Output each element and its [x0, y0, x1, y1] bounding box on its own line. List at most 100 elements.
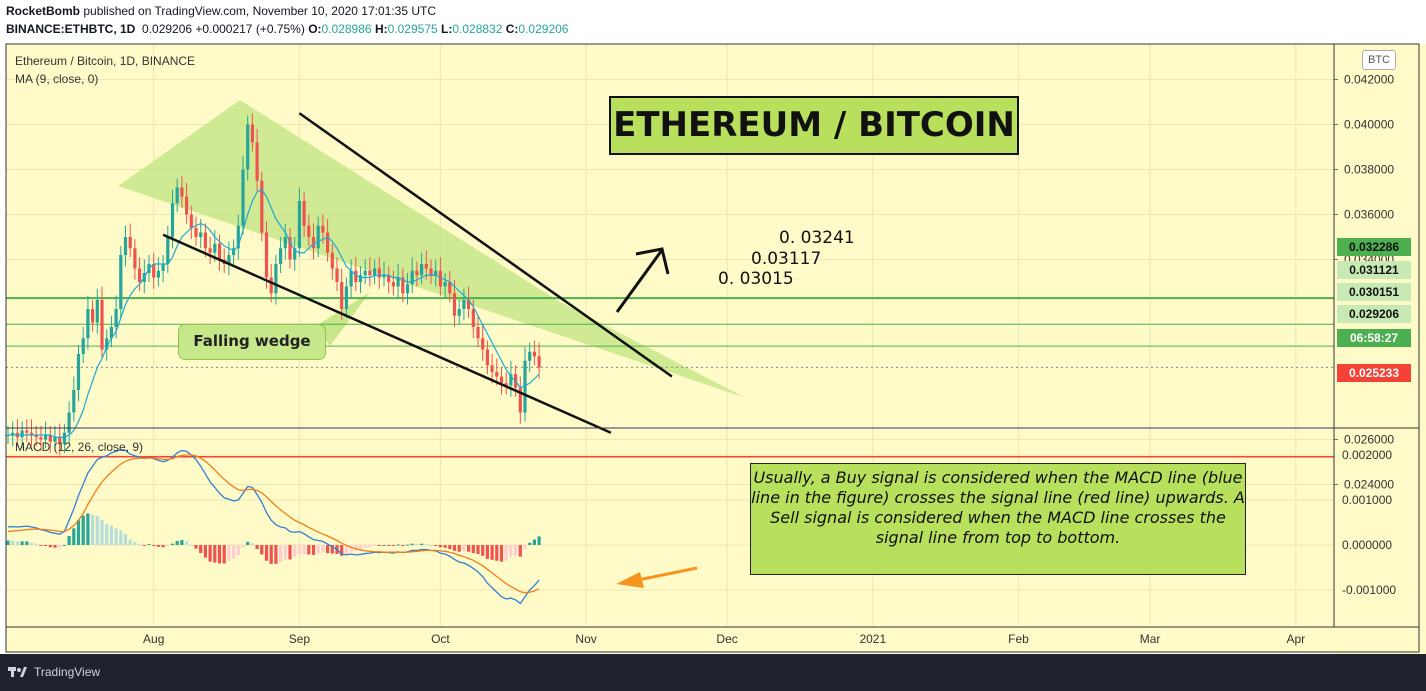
macd-histogram-bar	[217, 545, 222, 564]
macd-histogram-bar	[363, 545, 367, 548]
candle-body	[509, 374, 513, 386]
wedge-lower-trendline	[162, 233, 612, 434]
price-tag-support: 0.025233	[1337, 364, 1411, 382]
macd-histogram-bar	[434, 545, 438, 546]
publisher-name[interactable]: RocketBomb	[6, 4, 81, 18]
candle-body	[448, 282, 452, 294]
candle-body	[485, 349, 489, 366]
candle-body	[100, 300, 104, 350]
macd-histogram-bar	[279, 545, 283, 563]
candle-body	[326, 232, 330, 253]
macd-histogram-bar	[509, 545, 513, 557]
candle-body	[354, 270, 358, 282]
macd-histogram-bar	[537, 536, 541, 545]
macd-histogram-bar	[81, 515, 85, 545]
macd-histogram-bar	[495, 545, 499, 561]
price-change: +0.000217 (+0.75%)	[195, 22, 305, 36]
candle-body	[20, 430, 24, 438]
candle-body	[199, 232, 203, 237]
candle-body	[11, 432, 15, 435]
macd-histogram-bar	[105, 524, 109, 545]
candle-body	[495, 372, 499, 377]
level-label-1: 0. 03241	[779, 228, 855, 248]
footer-brand[interactable]: TradingView	[34, 665, 101, 679]
price-axis-label: 0.040000	[1344, 118, 1394, 132]
candle-body	[58, 437, 62, 444]
macd-histogram-bar	[349, 545, 353, 552]
candle-body	[170, 203, 175, 237]
macd-histogram-bar	[147, 544, 151, 546]
candle-body	[363, 270, 367, 276]
ohlc-line: BINANCE:ETHBTC, 1D 0.029206 +0.000217 (+…	[6, 22, 568, 36]
candle-body	[358, 275, 363, 282]
macd-histogram-bar	[15, 541, 19, 545]
macd-indicator-label[interactable]: MACD (12, 26, close, 9)	[15, 440, 144, 454]
candle-body	[443, 282, 447, 287]
macd-histogram-bar	[119, 530, 123, 545]
level-label-3: 0. 03015	[718, 269, 794, 289]
low-label: L:	[441, 22, 453, 36]
candle-body	[452, 293, 457, 316]
macd-histogram-bar	[283, 545, 287, 560]
macd-histogram-bar	[232, 545, 236, 559]
macd-histogram-bar	[415, 544, 419, 546]
candle-body	[490, 365, 494, 372]
time-axis-label: Aug	[143, 632, 164, 646]
candle-body	[62, 432, 66, 444]
candle-body	[518, 387, 522, 413]
macd-histogram-bar	[269, 545, 273, 564]
candle-body	[311, 237, 316, 249]
macd-histogram-bar	[142, 545, 146, 546]
macd-histogram-bar	[25, 541, 29, 545]
macd-histogram-bar	[499, 545, 504, 562]
candle-body	[467, 300, 471, 309]
macd-histogram-bar	[438, 545, 442, 548]
macd-histogram-bar	[302, 545, 306, 554]
macd-histogram-bar	[138, 544, 142, 546]
macd-histogram-bar	[180, 540, 184, 545]
candle-body	[241, 169, 245, 226]
macd-histogram-bar	[424, 544, 428, 546]
macd-histogram-bar	[518, 545, 522, 557]
macd-histogram-bar	[152, 545, 156, 546]
candle-body	[368, 270, 372, 276]
candle-body	[293, 248, 297, 260]
candle-body	[138, 268, 142, 282]
candle-body	[236, 225, 240, 249]
candle-body	[420, 264, 424, 276]
candle-body	[387, 275, 391, 282]
macd-histogram-bar	[452, 545, 457, 551]
macd-histogram-bar	[29, 542, 34, 545]
currency-badge[interactable]: BTC	[1362, 50, 1396, 70]
macd-histogram-bar	[156, 545, 160, 547]
time-axis-label: Oct	[431, 632, 450, 646]
macd-histogram-bar	[462, 545, 466, 552]
candle-body	[279, 248, 283, 264]
high-label: H:	[374, 22, 388, 36]
candle-body	[316, 225, 320, 249]
macd-histogram-bar	[72, 528, 76, 545]
candle-body	[330, 252, 334, 269]
price-axis-label: 0.026000	[1344, 433, 1394, 447]
level-label-2: 0.03117	[751, 249, 822, 269]
macd-histogram-bar	[410, 543, 414, 545]
tradingview-logo-icon[interactable]	[8, 665, 28, 679]
candle-body	[114, 309, 118, 327]
ma-indicator-label[interactable]: MA (9, close, 0)	[15, 72, 99, 86]
macd-histogram-bar	[274, 545, 278, 564]
candle-body	[260, 180, 264, 233]
candle-body	[307, 225, 311, 237]
macd-histogram-bar	[114, 528, 118, 545]
candle-body	[321, 225, 325, 233]
macd-histogram-bar	[387, 545, 391, 546]
macd-histogram-bar	[250, 543, 254, 545]
macd-arrow-head	[616, 572, 644, 588]
main-pane-label: Ethereum / Bitcoin, 1D, BINANCE	[15, 54, 196, 68]
macd-histogram-bar	[109, 525, 113, 545]
candle-body	[203, 232, 207, 249]
candle-body	[269, 277, 273, 294]
macd-histogram-bar	[457, 545, 461, 552]
macd-histogram-bar	[76, 520, 81, 545]
candle-body	[48, 435, 52, 442]
